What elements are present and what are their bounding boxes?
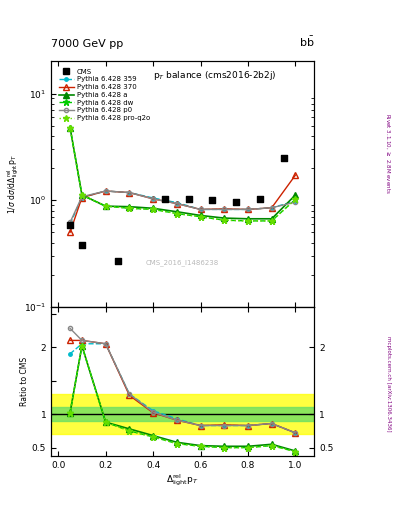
Pythia 6.428 pro-q2o	[151, 206, 156, 212]
CMS	[114, 257, 121, 265]
Pythia 6.428 a	[269, 216, 274, 222]
Pythia 6.428 pro-q2o	[127, 205, 132, 211]
Bar	[51, 408, 314, 421]
Pythia 6.428 pro-q2o	[79, 192, 84, 198]
Pythia 6.428 a	[79, 192, 84, 198]
Pythia 6.428 a	[293, 192, 298, 198]
Pythia 6.428 a	[174, 209, 179, 215]
Pythia 6.428 359	[79, 195, 84, 201]
Pythia 6.428 pro-q2o	[246, 218, 250, 224]
Line: Pythia 6.428 a: Pythia 6.428 a	[67, 125, 298, 222]
Line: Pythia 6.428 pro-q2o: Pythia 6.428 pro-q2o	[66, 124, 299, 224]
Pythia 6.428 359	[127, 189, 132, 196]
CMS	[67, 221, 73, 229]
Pythia 6.428 a	[151, 205, 156, 211]
Text: CMS_2016_I1486238: CMS_2016_I1486238	[146, 260, 219, 266]
Pythia 6.428 dw	[293, 196, 298, 202]
Line: Pythia 6.428 dw: Pythia 6.428 dw	[66, 124, 299, 224]
Line: Pythia 6.428 370: Pythia 6.428 370	[67, 173, 298, 235]
Pythia 6.428 370	[68, 229, 72, 236]
Pythia 6.428 pro-q2o	[293, 196, 298, 202]
Pythia 6.428 pro-q2o	[174, 210, 179, 217]
Y-axis label: 1/$\sigma$ d$\sigma$/d$\Delta^{\rm rel}_{\rm light}$p$_T$: 1/$\sigma$ d$\sigma$/d$\Delta^{\rm rel}_…	[6, 154, 21, 214]
Pythia 6.428 p0	[222, 206, 227, 212]
Pythia 6.428 359	[269, 205, 274, 211]
Pythia 6.428 dw	[127, 205, 132, 211]
Pythia 6.428 p0	[68, 219, 72, 225]
Pythia 6.428 359	[151, 195, 156, 201]
Text: mcplots.cern.ch [arXiv:1306.3436]: mcplots.cern.ch [arXiv:1306.3436]	[386, 336, 391, 432]
Text: 7000 GeV pp: 7000 GeV pp	[51, 38, 123, 49]
Legend: CMS, Pythia 6.428 359, Pythia 6.428 370, Pythia 6.428 a, Pythia 6.428 dw, Pythia: CMS, Pythia 6.428 359, Pythia 6.428 370,…	[57, 68, 151, 122]
Pythia 6.428 370	[198, 206, 203, 212]
Pythia 6.428 dw	[151, 206, 156, 212]
Pythia 6.428 370	[151, 196, 156, 202]
Pythia 6.428 a	[198, 212, 203, 219]
Pythia 6.428 370	[222, 206, 227, 212]
Pythia 6.428 370	[269, 205, 274, 211]
Pythia 6.428 370	[293, 172, 298, 178]
Bar	[51, 394, 314, 434]
Pythia 6.428 dw	[246, 218, 250, 224]
CMS	[185, 195, 192, 203]
Pythia 6.428 dw	[269, 218, 274, 224]
CMS	[233, 198, 239, 206]
Pythia 6.428 p0	[293, 199, 298, 205]
Pythia 6.428 dw	[174, 210, 179, 217]
Pythia 6.428 dw	[198, 214, 203, 220]
Pythia 6.428 370	[246, 206, 250, 212]
Pythia 6.428 359	[198, 206, 203, 212]
Pythia 6.428 p0	[246, 206, 250, 212]
CMS	[257, 195, 263, 203]
CMS	[162, 195, 168, 203]
X-axis label: $\Delta^{\rm rel}_{\rm light}$p$_T$: $\Delta^{\rm rel}_{\rm light}$p$_T$	[167, 472, 199, 488]
Pythia 6.428 370	[174, 201, 179, 207]
Pythia 6.428 pro-q2o	[222, 217, 227, 223]
CMS	[209, 196, 215, 204]
Pythia 6.428 p0	[79, 194, 84, 200]
Pythia 6.428 p0	[198, 206, 203, 212]
Pythia 6.428 370	[79, 195, 84, 201]
Pythia 6.428 359	[68, 221, 72, 227]
Pythia 6.428 dw	[103, 203, 108, 209]
CMS	[281, 154, 287, 162]
Pythia 6.428 a	[68, 124, 72, 131]
Pythia 6.428 pro-q2o	[269, 218, 274, 224]
Pythia 6.428 p0	[151, 196, 156, 202]
CMS	[79, 241, 85, 249]
Pythia 6.428 pro-q2o	[103, 203, 108, 209]
Pythia 6.428 359	[103, 188, 108, 194]
Pythia 6.428 dw	[222, 217, 227, 223]
Text: b$\bar{\rm b}$: b$\bar{\rm b}$	[299, 34, 314, 49]
Pythia 6.428 370	[127, 189, 132, 196]
Text: p$_T$ balance (cms2016-2b2j): p$_T$ balance (cms2016-2b2j)	[152, 69, 276, 82]
Pythia 6.428 a	[222, 215, 227, 221]
Pythia 6.428 a	[103, 203, 108, 209]
Pythia 6.428 dw	[79, 192, 84, 198]
Pythia 6.428 359	[222, 206, 227, 212]
Pythia 6.428 p0	[269, 205, 274, 211]
Text: Rivet 3.1.10, $\geq$ 2.8M events: Rivet 3.1.10, $\geq$ 2.8M events	[384, 113, 391, 194]
Pythia 6.428 359	[293, 198, 298, 204]
Line: Pythia 6.428 359: Pythia 6.428 359	[68, 189, 297, 226]
Pythia 6.428 a	[246, 216, 250, 222]
Pythia 6.428 a	[127, 204, 132, 210]
Pythia 6.428 p0	[127, 189, 132, 196]
Pythia 6.428 p0	[174, 201, 179, 207]
Pythia 6.428 pro-q2o	[68, 124, 72, 131]
Line: Pythia 6.428 p0: Pythia 6.428 p0	[68, 189, 298, 224]
Pythia 6.428 359	[246, 206, 250, 212]
Pythia 6.428 dw	[68, 124, 72, 131]
Y-axis label: Ratio to CMS: Ratio to CMS	[20, 357, 29, 406]
Pythia 6.428 359	[174, 200, 179, 206]
Pythia 6.428 pro-q2o	[198, 214, 203, 220]
Pythia 6.428 p0	[103, 188, 108, 194]
Pythia 6.428 370	[103, 188, 108, 194]
